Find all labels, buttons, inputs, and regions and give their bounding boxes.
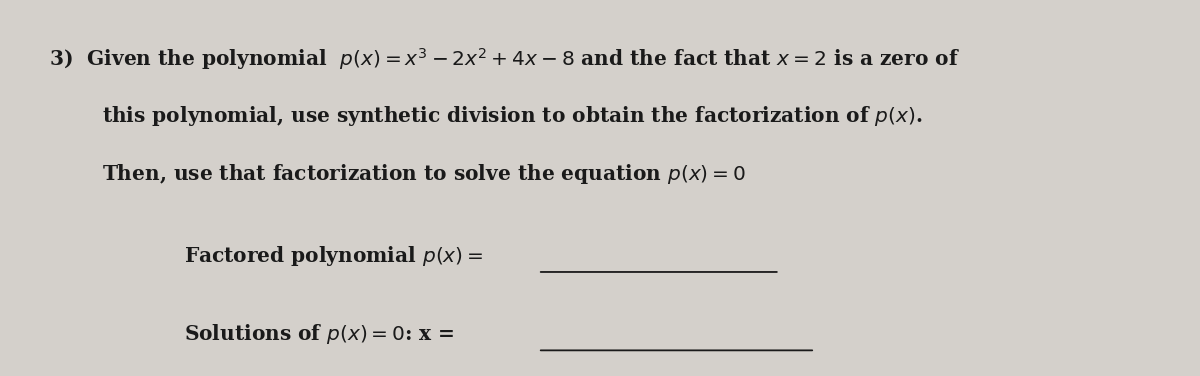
Text: Solutions of $p(x) = 0$: x =: Solutions of $p(x) = 0$: x =	[184, 322, 455, 346]
Text: 3)  Given the polynomial  $p(x) = x^3 - 2x^2 + 4x - 8$ and the fact that $x = 2$: 3) Given the polynomial $p(x) = x^3 - 2x…	[48, 46, 960, 72]
Text: Then, use that factorization to solve the equation $p(x) = 0$: Then, use that factorization to solve th…	[102, 162, 745, 186]
Text: this polynomial, use synthetic division to obtain the factorization of $p(x)$.: this polynomial, use synthetic division …	[102, 104, 923, 128]
Text: Factored polynomial $p(x) =$: Factored polynomial $p(x) =$	[184, 244, 484, 268]
